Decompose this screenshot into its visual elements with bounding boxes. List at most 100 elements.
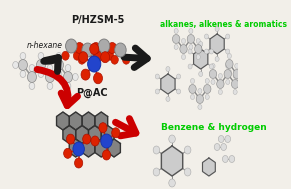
Circle shape [226, 49, 230, 54]
Circle shape [66, 134, 74, 144]
Circle shape [187, 35, 195, 43]
Circle shape [90, 55, 97, 64]
Circle shape [205, 94, 209, 99]
Circle shape [83, 134, 91, 144]
Circle shape [209, 70, 217, 78]
Circle shape [95, 51, 102, 60]
Polygon shape [69, 112, 82, 130]
Polygon shape [101, 125, 114, 143]
Polygon shape [161, 74, 175, 94]
Circle shape [224, 70, 231, 78]
Circle shape [233, 70, 240, 78]
Circle shape [111, 55, 118, 64]
Circle shape [209, 64, 213, 69]
Circle shape [63, 71, 72, 83]
Circle shape [226, 34, 230, 39]
Circle shape [20, 70, 26, 77]
Circle shape [73, 142, 84, 156]
Circle shape [106, 51, 113, 60]
Polygon shape [203, 158, 215, 176]
Circle shape [198, 105, 202, 109]
Circle shape [249, 64, 253, 68]
Circle shape [222, 156, 228, 163]
Circle shape [211, 80, 215, 84]
Circle shape [182, 39, 186, 43]
Circle shape [231, 80, 239, 88]
Circle shape [38, 70, 44, 77]
Circle shape [153, 168, 160, 176]
Circle shape [227, 53, 231, 59]
Circle shape [199, 42, 203, 46]
Circle shape [18, 60, 27, 70]
Circle shape [174, 29, 178, 33]
Circle shape [218, 90, 222, 94]
Circle shape [20, 53, 26, 60]
Circle shape [214, 143, 220, 150]
Circle shape [90, 43, 99, 54]
Circle shape [27, 71, 36, 83]
Circle shape [98, 39, 110, 53]
Circle shape [79, 52, 88, 63]
Circle shape [174, 44, 178, 50]
Polygon shape [82, 112, 95, 130]
Circle shape [112, 128, 120, 138]
Circle shape [72, 74, 78, 81]
Circle shape [155, 89, 159, 94]
Circle shape [215, 26, 219, 32]
Polygon shape [88, 125, 101, 143]
Circle shape [221, 143, 226, 150]
Circle shape [249, 80, 253, 84]
Text: alkanes, alkenes & aromatics: alkanes, alkenes & aromatics [160, 19, 287, 29]
Circle shape [235, 64, 239, 68]
Circle shape [115, 43, 126, 57]
Circle shape [184, 146, 191, 154]
Polygon shape [210, 34, 224, 54]
Circle shape [101, 134, 112, 148]
Circle shape [78, 55, 86, 64]
Polygon shape [63, 125, 76, 143]
Polygon shape [95, 139, 108, 157]
Circle shape [184, 168, 191, 176]
Circle shape [225, 136, 230, 143]
Circle shape [195, 44, 202, 53]
Circle shape [180, 44, 187, 53]
Circle shape [169, 179, 175, 187]
Circle shape [218, 136, 224, 143]
Polygon shape [194, 49, 208, 69]
Circle shape [173, 35, 180, 43]
Circle shape [74, 158, 83, 168]
Circle shape [189, 84, 196, 94]
Circle shape [38, 53, 44, 60]
Circle shape [153, 146, 160, 154]
Circle shape [166, 97, 170, 101]
FancyArrowPatch shape [116, 119, 136, 136]
Circle shape [188, 64, 192, 69]
FancyArrowPatch shape [44, 58, 58, 71]
Circle shape [65, 39, 77, 53]
Circle shape [189, 44, 193, 50]
Circle shape [93, 73, 102, 84]
Circle shape [54, 60, 63, 70]
Circle shape [217, 80, 224, 88]
Polygon shape [82, 139, 95, 157]
Circle shape [91, 136, 99, 146]
Circle shape [75, 43, 84, 53]
Circle shape [177, 74, 181, 79]
Circle shape [226, 80, 230, 84]
Circle shape [248, 70, 255, 78]
Circle shape [233, 90, 237, 94]
Circle shape [196, 54, 200, 60]
Circle shape [242, 53, 246, 59]
Circle shape [29, 83, 35, 90]
Circle shape [88, 56, 101, 72]
Circle shape [226, 60, 233, 68]
Circle shape [64, 148, 72, 158]
Circle shape [73, 51, 81, 60]
Text: n-hexane: n-hexane [27, 42, 63, 50]
Circle shape [198, 88, 202, 94]
Circle shape [65, 64, 71, 71]
Circle shape [166, 67, 170, 71]
Circle shape [29, 64, 35, 71]
Circle shape [155, 74, 159, 79]
Circle shape [215, 57, 219, 61]
